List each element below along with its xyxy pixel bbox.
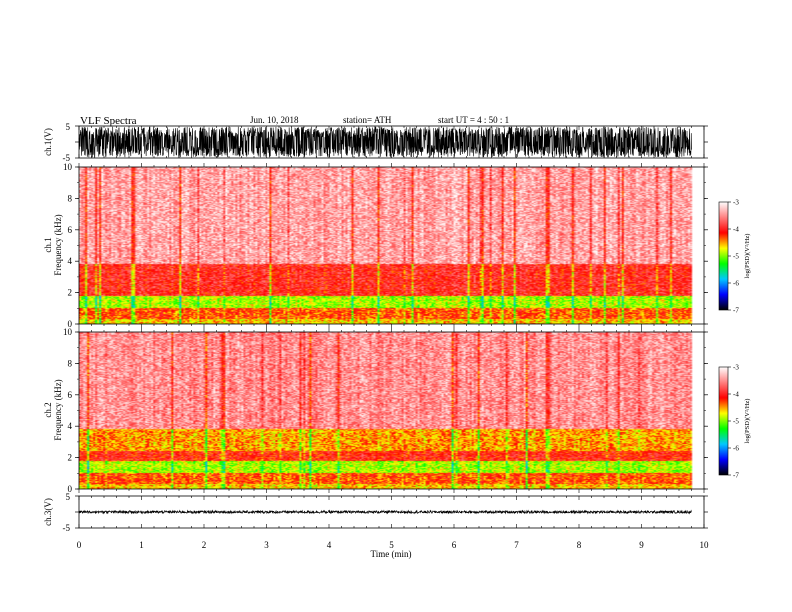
- ch1-spectrogram-image: [79, 167, 704, 324]
- ch1-ytick-top: 5: [66, 122, 71, 132]
- xtick-label: 7: [514, 540, 519, 550]
- ch2-spectrogram-image: [79, 332, 704, 489]
- colorbar-tick-label: -5: [733, 253, 739, 261]
- ytick-label: 2: [68, 453, 73, 463]
- ytick-label: 6: [68, 390, 73, 400]
- ch1-waveform-panel: 5 -5 ch.1(V): [43, 122, 708, 163]
- ytick-label: 4: [68, 421, 73, 431]
- ch1-waveform-line: [78, 126, 692, 158]
- xtick-label: 5: [389, 540, 394, 550]
- ch3-ylabel: ch.3(V): [43, 498, 53, 526]
- colorbar-tick-label: -7: [733, 472, 739, 480]
- ytick-label: 8: [68, 358, 73, 368]
- ch1-colorbar-label: log(PSD)(V²/Hz): [744, 234, 751, 279]
- ch2-colorbar-axis: -3 -4 -5 -6 -7: [728, 364, 739, 480]
- figure-title: VLF Spectra: [80, 115, 137, 127]
- colorbar-tick-label: -6: [733, 280, 739, 288]
- ch1-frequency-label: Frequency (kHz): [53, 214, 63, 275]
- xtick-label: 9: [639, 540, 644, 550]
- ch2-frequency-label: Frequency (kHz): [53, 379, 63, 440]
- ch1-ylabel: ch.1(V): [43, 128, 53, 156]
- colorbar-tick-label: -7: [733, 307, 739, 315]
- xtick-label: 3: [264, 540, 269, 550]
- ch3-waveform-line: [78, 509, 692, 515]
- ytick-label: 10: [63, 327, 73, 337]
- ytick-label: 0: [68, 319, 73, 329]
- station-label: station= ATH: [343, 115, 392, 125]
- ytick-label: 10: [63, 162, 73, 172]
- colorbar-tick-label: -4: [733, 391, 739, 399]
- colorbar-tick-label: -6: [733, 445, 739, 453]
- ch2-colorbar-label: log(PSD)(V²/Hz): [744, 399, 751, 444]
- ch1-waveform-ticks: [75, 125, 708, 159]
- ch2-channel-label: ch.2: [43, 402, 53, 417]
- xtick-label: 10: [700, 540, 710, 550]
- xtick-label: 6: [452, 540, 457, 550]
- ch2-colorbar-image: [719, 367, 728, 475]
- ch3-ytick-bottom: -5: [63, 523, 71, 533]
- colorbar-tick-label: -4: [733, 226, 739, 234]
- ch3-waveform-panel: 5 -5 ch.3(V) 0 1 2 3 4 5 6 7 8 9 10 Time (min): [43, 492, 709, 559]
- ytick-label: 4: [68, 256, 73, 266]
- ch1-colorbar-image: [719, 202, 728, 310]
- ytick-label: 0: [68, 484, 73, 494]
- ytick-label: 6: [68, 225, 73, 235]
- xtick-label: 1: [139, 540, 144, 550]
- ch1-spectrogram-axis: 0 2 4 6 8 10: [63, 162, 708, 329]
- ch1-ytick-bottom: -5: [63, 153, 71, 163]
- ch1-colorbar-axis: -3 -4 -5 -6 -7: [728, 199, 739, 315]
- ch3-ytick-top: 5: [66, 492, 71, 502]
- ytick-label: 2: [68, 288, 73, 298]
- colorbar-tick-label: -3: [733, 364, 739, 372]
- xtick-label: 2: [202, 540, 207, 550]
- ch3-waveform-ticks: [75, 495, 708, 529]
- start-time-label: start UT = 4 : 50 : 1: [438, 115, 509, 125]
- colorbar-tick-label: -5: [733, 418, 739, 426]
- xtick-label: 8: [577, 540, 582, 550]
- xtick-label: 4: [327, 540, 332, 550]
- ytick-label: 8: [68, 193, 73, 203]
- colorbar-tick-label: -3: [733, 199, 739, 207]
- date-label: Jun. 10, 2018: [250, 115, 299, 125]
- time-axis: 0 1 2 3 4 5 6 7 8 9 10: [77, 540, 709, 550]
- time-axis-label: Time (min): [371, 549, 412, 559]
- xtick-label: 0: [77, 540, 82, 550]
- ch1-channel-label: ch.1: [43, 237, 53, 252]
- ch2-spectrogram-axis: 0 2 4 6 8 10: [63, 327, 708, 494]
